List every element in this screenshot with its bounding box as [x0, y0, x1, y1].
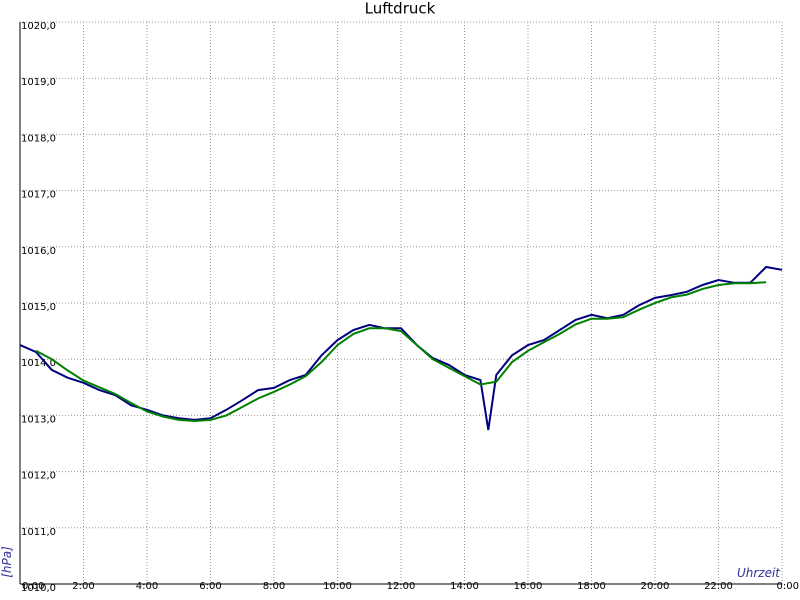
- x-tick-label: 0:00: [22, 581, 44, 592]
- x-tick-label: 20:00: [641, 581, 670, 592]
- series-line: [19, 265, 783, 431]
- x-tick-label: 0:00: [777, 581, 799, 592]
- y-axis-label: [hPa]: [0, 546, 14, 578]
- x-tick-label: 18:00: [577, 581, 606, 592]
- x-tick-label: 8:00: [263, 581, 285, 592]
- chart-title: Luftdruck: [365, 0, 436, 18]
- x-tick-label: 14:00: [450, 581, 479, 592]
- x-tick-label: 2:00: [72, 581, 94, 592]
- y-tick-label: 1011,0: [21, 527, 56, 538]
- x-tick-label: 10:00: [323, 581, 352, 592]
- y-tick-label: 1012,0: [21, 471, 56, 482]
- x-tick-label: 22:00: [704, 581, 733, 592]
- series-line: [35, 281, 767, 423]
- y-tick-label: 1019,0: [21, 77, 56, 88]
- x-tick-label: 16:00: [514, 581, 543, 592]
- x-tick-label: 12:00: [387, 581, 416, 592]
- x-tick-label: 4:00: [136, 581, 158, 592]
- y-tick-label: 1016,0: [21, 246, 56, 257]
- x-tick-label: 6:00: [199, 581, 221, 592]
- y-tick-label: 1020,0: [21, 21, 56, 32]
- y-tick-label: 1015,0: [21, 302, 56, 313]
- y-tick-label: 1018,0: [21, 133, 56, 144]
- x-axis-label: Uhrzeit: [737, 566, 781, 580]
- y-tick-label: 1010,0: [21, 583, 56, 594]
- y-tick-label: 1013,0: [21, 414, 56, 425]
- y-tick-label: 1017,0: [21, 190, 56, 201]
- y-tick-label: 1014,0: [21, 358, 56, 369]
